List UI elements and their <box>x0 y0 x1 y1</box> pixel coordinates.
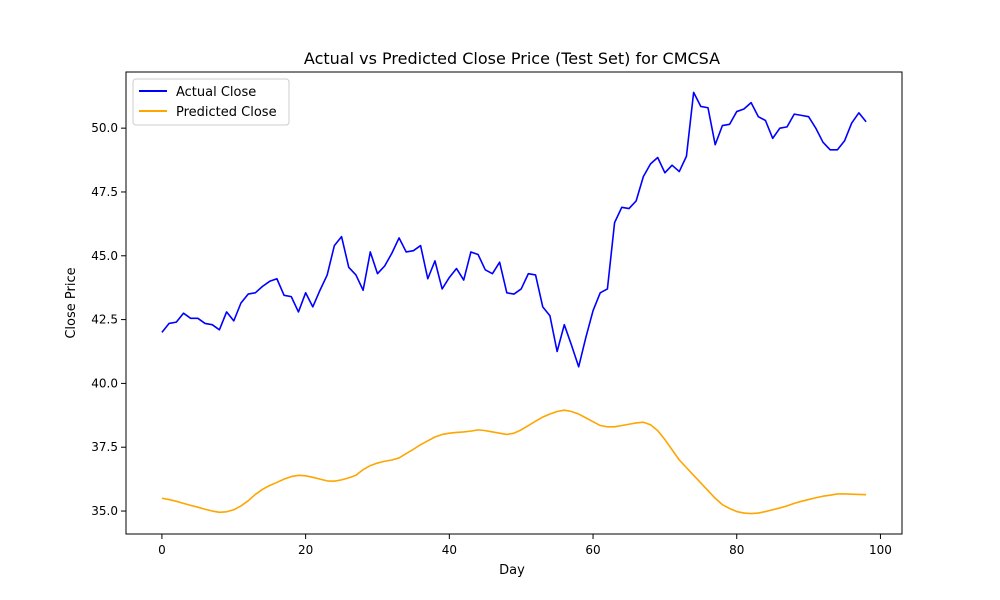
y-axis: 35.0 37.5 40.0 42.5 45.0 47.5 50.0 <box>91 121 126 518</box>
legend: Actual Close Predicted Close <box>132 78 290 126</box>
legend-label-predicted-close: Predicted Close <box>176 105 277 120</box>
axes-frame <box>125 71 903 535</box>
y-tick-label: 42.5 <box>91 313 118 327</box>
x-tick-label: 20 <box>298 543 313 557</box>
legend-label-actual-close: Actual Close <box>176 85 256 100</box>
series-line-predicted-close <box>161 409 867 515</box>
y-tick-label: 35.0 <box>91 504 118 518</box>
x-tick-label: 0 <box>158 543 166 557</box>
y-tick-label: 45.0 <box>91 249 118 263</box>
x-tick-label: 80 <box>729 543 744 557</box>
series-line-actual-close <box>161 91 867 368</box>
x-axis-label: Day <box>499 563 525 578</box>
x-tick-label: 40 <box>442 543 457 557</box>
y-tick-label: 50.0 <box>91 121 118 135</box>
plot-area <box>161 91 867 515</box>
y-axis-label: Close Price <box>64 267 79 338</box>
x-axis: 0 20 40 60 80 100 <box>158 534 892 557</box>
x-tick-label: 100 <box>869 543 892 557</box>
y-tick-label: 47.5 <box>91 185 118 199</box>
x-tick-label: 60 <box>585 543 600 557</box>
y-tick-label: 40.0 <box>91 376 118 390</box>
y-tick-label: 37.5 <box>91 440 118 454</box>
chart-title: Actual vs Predicted Close Price (Test Se… <box>304 49 720 68</box>
legend-box <box>132 78 290 126</box>
